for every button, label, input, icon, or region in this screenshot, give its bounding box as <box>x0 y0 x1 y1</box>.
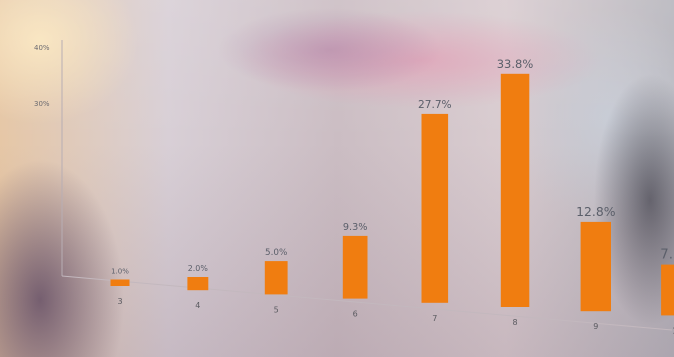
bar-value-label: 2.0% <box>188 264 209 273</box>
bar-value-label: 12.8% <box>576 204 616 219</box>
y-tick-label: 30% <box>34 100 50 108</box>
bar-6 <box>342 235 368 299</box>
bar-3 <box>110 279 130 286</box>
bar-8 <box>500 73 530 307</box>
bar-value-label: 27.7% <box>418 99 452 111</box>
category-label: 10 <box>672 326 674 335</box>
category-label: 7 <box>432 314 437 323</box>
bar-value-label: 7.2% <box>660 248 674 263</box>
bar-value-label: 9.3% <box>343 222 368 233</box>
bar-value-label: 1.0% <box>111 268 129 276</box>
bar-4 <box>187 277 209 291</box>
bar-10 <box>661 264 674 316</box>
category-label: 8 <box>512 318 517 327</box>
category-label: 6 <box>353 310 358 319</box>
y-tick-label: 40% <box>34 44 50 52</box>
bar-value-label: 33.8% <box>497 57 534 71</box>
category-label: 3 <box>117 297 122 306</box>
bar-value-label: 5.0% <box>265 248 287 258</box>
bar-5 <box>264 261 288 295</box>
category-label: 5 <box>274 305 279 314</box>
x-axis-line <box>61 275 673 331</box>
category-label: 9 <box>593 322 598 331</box>
bar-9 <box>580 221 611 312</box>
bar-7 <box>421 113 449 303</box>
category-label: 4 <box>195 301 200 310</box>
